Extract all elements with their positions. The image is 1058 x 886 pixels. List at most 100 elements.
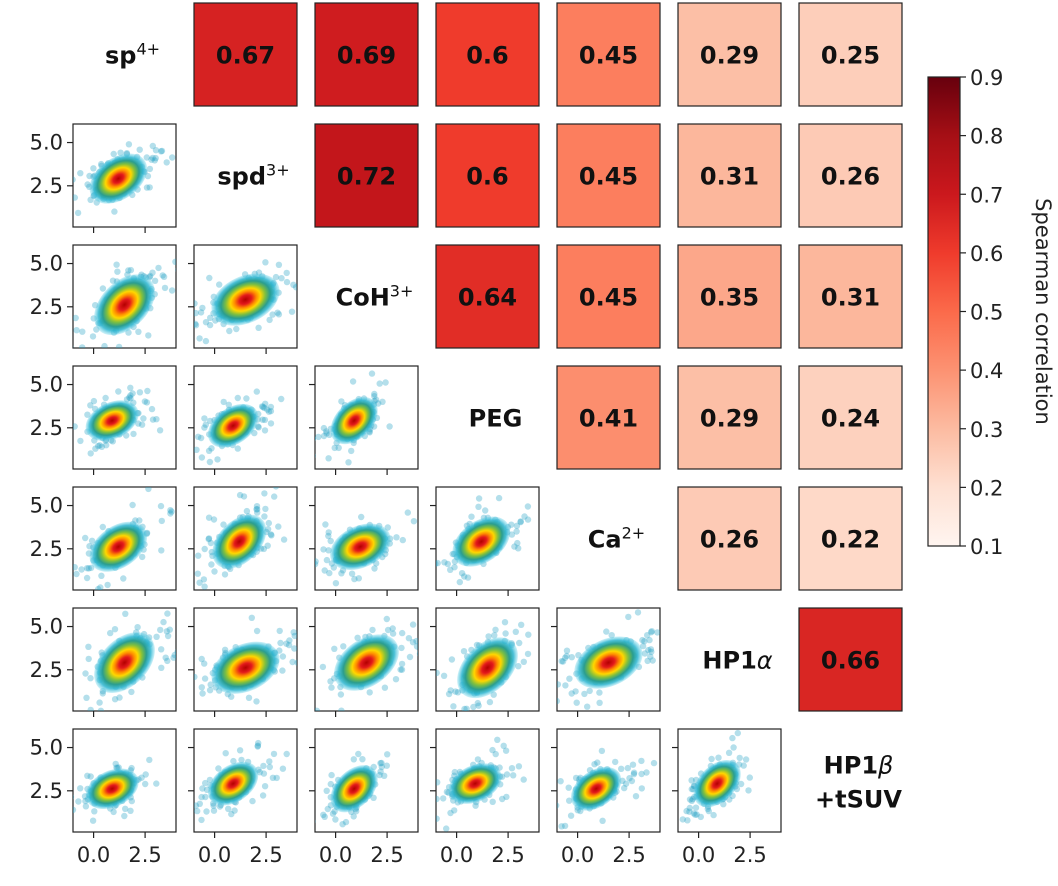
- scatter-point: [160, 273, 168, 280]
- scatter-point: [85, 349, 91, 355]
- scatter-point: [668, 810, 674, 816]
- scatter-point: [351, 575, 358, 583]
- scatter-point: [338, 570, 345, 577]
- scatter-point: [378, 759, 385, 767]
- scatter-point: [261, 513, 268, 520]
- scatter-point: [638, 757, 645, 765]
- scatter-point: [630, 769, 638, 776]
- variable-label: spd3+: [217, 160, 289, 191]
- scatter-point: [686, 804, 693, 812]
- scatter-point: [489, 746, 496, 754]
- scatter-point: [87, 196, 94, 203]
- scatter-point: [643, 769, 650, 776]
- scatter-point: [203, 808, 210, 815]
- x-tick-label: 2.5: [733, 843, 766, 867]
- cell-value-label: 0.29: [700, 42, 759, 70]
- heatmap-cell-fill: [677, 244, 782, 349]
- scatter-point: [82, 803, 90, 810]
- scatter-point: [447, 566, 454, 573]
- scatter-point: [259, 792, 267, 799]
- scatter-point: [216, 281, 223, 288]
- scatter-point: [301, 567, 307, 573]
- scatter-panel: 5.0 2.5: [30, 486, 177, 596]
- scatter-panel: 5.0 2.5: [30, 123, 177, 233]
- scatter-point: [648, 648, 655, 655]
- scatter-point: [283, 269, 290, 277]
- cell-value-label: 0.31: [821, 284, 880, 312]
- scatter-point: [194, 446, 200, 453]
- scatter-point: [128, 797, 135, 805]
- scatter-point: [87, 675, 94, 682]
- scatter-point: [275, 311, 283, 318]
- scatter-point: [648, 629, 655, 636]
- heatmap-cell: 0.31: [798, 244, 903, 349]
- scatter-point: [139, 553, 146, 561]
- scatter-point: [196, 335, 203, 342]
- scatter-point: [255, 739, 262, 747]
- scatter-point: [397, 666, 404, 673]
- scatter-point: [517, 518, 524, 525]
- scatter-point: [279, 478, 285, 484]
- scatter-point: [464, 574, 472, 581]
- colorbar-tick-label: 0.2: [970, 476, 1003, 500]
- density-blob: [330, 765, 378, 813]
- scatter-point: [86, 172, 93, 180]
- scatter-point: [135, 328, 142, 335]
- scatter-point: [475, 495, 483, 502]
- heatmap-cell: 0.45: [556, 123, 661, 228]
- scatter-point: [515, 763, 523, 770]
- scatter-point: [264, 542, 271, 549]
- scatter-point: [205, 535, 212, 543]
- scatter-panel: 0.0 2.5: [430, 728, 540, 867]
- scatter-point: [740, 762, 747, 769]
- y-tick-label: 2.5: [30, 174, 63, 198]
- scatter-panel: 5.0 2.5 0.0 2.5: [30, 728, 177, 867]
- scatter-point: [288, 308, 296, 315]
- scatter-point: [305, 670, 311, 676]
- scatter-point: [482, 507, 489, 514]
- scatter-point: [109, 277, 117, 284]
- scatter-point: [710, 811, 717, 819]
- scatter-point: [315, 560, 319, 568]
- heatmap-cell: 0.35: [677, 244, 782, 349]
- scatter-panel: 0.0 2.5: [188, 728, 298, 867]
- density-blob: [212, 514, 267, 569]
- scatter-point: [172, 258, 176, 265]
- scatter-point: [128, 764, 135, 772]
- scatter-point: [399, 536, 406, 544]
- scatter-point: [472, 802, 479, 809]
- scatter-point: [107, 629, 114, 637]
- x-tick-label: 0.0: [319, 843, 352, 867]
- scatter-point: [98, 443, 106, 450]
- scatter-point: [205, 447, 213, 454]
- scatter-point: [253, 627, 261, 635]
- scatter-point: [152, 147, 160, 154]
- scatter-point: [125, 267, 132, 274]
- scatter-point: [290, 281, 297, 288]
- scatter-point: [199, 690, 206, 697]
- scatter-point: [441, 559, 448, 566]
- scatter-point: [596, 689, 603, 696]
- scatter-point: [63, 186, 69, 192]
- scatter-point: [236, 491, 244, 499]
- scatter-point: [715, 754, 722, 761]
- y-tick-label: 5.0: [30, 615, 63, 639]
- scatter-point: [149, 269, 156, 276]
- scatter-point: [168, 287, 176, 294]
- heatmap-cell: 0.6: [435, 123, 540, 228]
- scatter-point: [566, 797, 573, 804]
- scatter-point: [273, 774, 280, 782]
- scatter-point: [646, 636, 653, 644]
- scatter-point: [320, 546, 327, 553]
- scatter-point: [338, 398, 345, 405]
- scatter-point: [159, 272, 166, 279]
- scatter-point: [325, 529, 332, 536]
- scatter-point: [99, 690, 107, 697]
- scatter-point: [436, 795, 440, 803]
- scatter-point: [134, 624, 141, 631]
- scatter-point: [598, 747, 606, 755]
- scatter-point: [649, 657, 656, 664]
- scatter-panel: 0.0 2.5: [668, 728, 782, 867]
- scatter-point: [210, 807, 218, 814]
- scatter-point: [222, 750, 229, 757]
